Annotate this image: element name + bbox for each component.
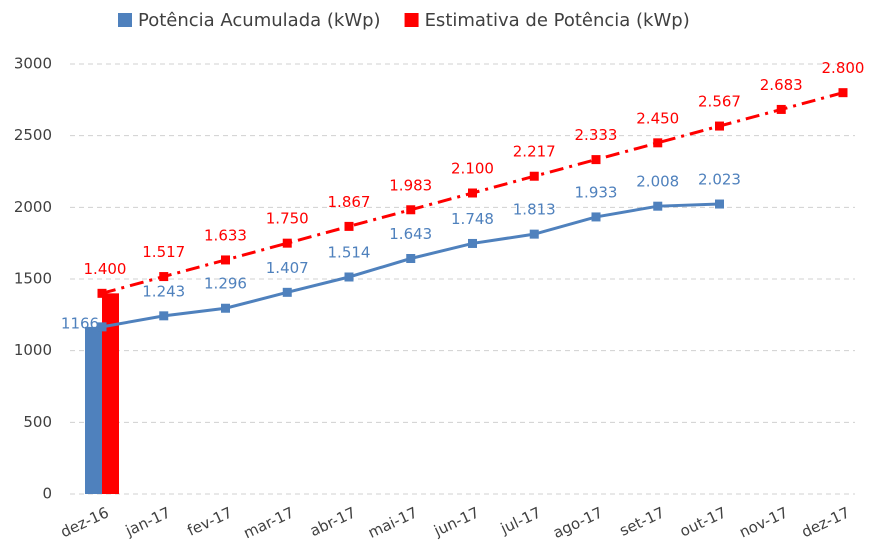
- data-label: 1.867: [328, 193, 371, 211]
- data-label: 2.800: [822, 59, 865, 77]
- data-label: 2.217: [513, 143, 556, 161]
- y-tick-label: 1500: [14, 270, 52, 288]
- marker: [282, 287, 292, 297]
- marker: [838, 88, 848, 98]
- x-tick-label: ago-17: [550, 503, 605, 542]
- y-tick-label: 1000: [14, 341, 52, 359]
- marker: [591, 155, 601, 165]
- marker: [406, 254, 416, 264]
- data-label: 1.813: [513, 201, 556, 219]
- marker: [715, 121, 724, 131]
- data-label: 2.100: [451, 160, 494, 178]
- data-label: 1.296: [204, 275, 247, 293]
- x-tick-label: dez-16: [58, 503, 112, 541]
- marker: [97, 288, 107, 298]
- legend-swatch: [118, 13, 132, 27]
- x-tick-label: dez-17: [799, 503, 853, 541]
- marker: [715, 199, 724, 209]
- x-tick-label: abr-17: [307, 503, 358, 540]
- x-tick-label: jul-17: [497, 503, 544, 538]
- marker: [344, 272, 354, 282]
- marker: [159, 311, 169, 321]
- marker: [529, 171, 539, 181]
- bar: [85, 326, 102, 494]
- data-label: 1.243: [142, 282, 185, 300]
- marker: [221, 303, 230, 313]
- data-label: 1.400: [84, 260, 127, 278]
- data-label: 1.933: [575, 183, 618, 201]
- x-tick-label: mai-17: [365, 503, 420, 541]
- marker: [776, 104, 786, 114]
- legend-label: Potência Acumulada (kWp): [138, 10, 381, 31]
- x-tick-label: out-17: [677, 503, 729, 540]
- data-label: 2.450: [636, 109, 679, 127]
- data-label: 1.407: [266, 259, 309, 277]
- marker: [591, 212, 601, 222]
- data-label: 1166: [61, 314, 99, 332]
- x-tick-label: mar-17: [241, 503, 297, 542]
- legend-swatch: [404, 13, 419, 27]
- y-tick-label: 3000: [14, 55, 52, 73]
- data-label: 2.333: [575, 126, 618, 144]
- data-label: 1.517: [142, 243, 185, 261]
- marker: [468, 238, 477, 248]
- y-tick-label: 0: [42, 485, 52, 503]
- series-line: [101, 202, 720, 329]
- bar: [102, 293, 119, 494]
- data-label: 1.750: [266, 210, 309, 228]
- marker: [468, 188, 477, 198]
- x-tick-label: jan-17: [122, 503, 173, 540]
- data-label: 1.514: [328, 243, 371, 261]
- marker: [344, 221, 354, 231]
- marker: [529, 229, 539, 239]
- marker: [282, 238, 292, 248]
- data-label: 1.983: [389, 176, 432, 194]
- x-tick-label: fev-17: [184, 503, 235, 539]
- data-label: 2.567: [698, 93, 741, 111]
- x-tick-label: set-17: [617, 503, 668, 539]
- marker: [221, 255, 230, 265]
- marker: [159, 272, 169, 282]
- x-tick-label: jun-17: [430, 503, 482, 540]
- data-label: 1.633: [204, 226, 247, 244]
- y-tick-label: 500: [23, 413, 52, 431]
- data-label: 2.683: [760, 76, 803, 94]
- y-tick-label: 2000: [14, 198, 52, 216]
- data-label: 2.008: [636, 173, 679, 191]
- x-tick-label: nov-17: [736, 503, 790, 541]
- y-tick-label: 2500: [14, 126, 52, 144]
- marker: [653, 201, 663, 211]
- legend-label: Estimativa de Potência (kWp): [425, 10, 690, 31]
- marker: [653, 138, 663, 148]
- data-label: 1.748: [451, 210, 494, 228]
- marker: [97, 322, 107, 332]
- data-label: 2.023: [698, 171, 741, 189]
- data-label: 1.643: [389, 225, 432, 243]
- marker: [406, 205, 416, 215]
